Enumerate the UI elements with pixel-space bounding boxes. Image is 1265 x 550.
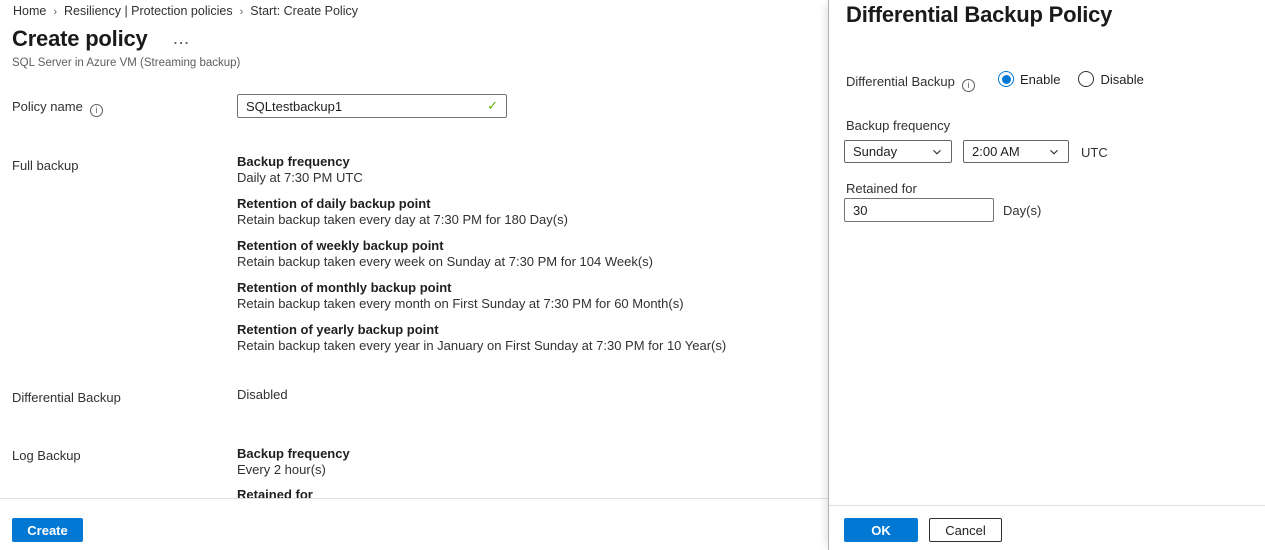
- time-value: 2:00 AM: [972, 144, 1020, 159]
- differential-backup-value: Disabled: [237, 387, 288, 402]
- enable-radio[interactable]: Enable: [998, 71, 1060, 87]
- retained-for-field: [844, 198, 994, 222]
- log-backup-frequency-heading: Backup frequency: [237, 446, 350, 461]
- differential-backup-toggle-label: Differential Backup i: [846, 74, 975, 92]
- policy-name-label-text: Policy name: [12, 99, 83, 114]
- breadcrumb-home[interactable]: Home: [13, 4, 47, 18]
- day-of-week-dropdown[interactable]: Sunday: [844, 140, 952, 163]
- breadcrumb-protection-policies[interactable]: Resiliency | Protection policies: [64, 4, 233, 18]
- section-heading: Backup frequency: [237, 154, 350, 169]
- section-heading: Retention of weekly backup point: [237, 238, 444, 253]
- differential-backup-label: Differential Backup: [12, 390, 121, 405]
- policy-name-field: ✓: [237, 94, 507, 118]
- full-backup-label: Full backup: [12, 158, 79, 173]
- section-heading: Retention of monthly backup point: [237, 280, 452, 295]
- chevron-down-icon: [1048, 146, 1060, 158]
- full-backup-frequency-section: Backup frequency Daily at 7:30 PM UTC: [237, 153, 817, 186]
- section-text: Daily at 7:30 PM UTC: [237, 170, 363, 185]
- disable-radio-label: Disable: [1100, 71, 1144, 87]
- weekly-retention-section: Retention of weekly backup point Retain …: [237, 237, 817, 270]
- timezone-label: UTC: [1081, 145, 1108, 160]
- log-backup-retained-heading: Retained for: [237, 487, 313, 498]
- time-dropdown[interactable]: 2:00 AM: [963, 140, 1069, 163]
- policy-name-input[interactable]: [238, 95, 488, 117]
- breadcrumb: Home › Resiliency | Protection policies › St…: [13, 4, 358, 18]
- chevron-down-icon: [931, 146, 943, 158]
- day-of-week-value: Sunday: [853, 144, 898, 159]
- info-icon[interactable]: i: [961, 79, 975, 92]
- differential-backup-radio-group: Enable Disable: [998, 71, 1144, 87]
- breadcrumb-current: Start: Create Policy: [250, 4, 358, 18]
- breadcrumb-separator: ›: [53, 6, 58, 18]
- radio-unselected-icon: [1078, 71, 1095, 87]
- section-heading: Retention of yearly backup point: [237, 322, 439, 337]
- yearly-retention-section: Retention of yearly backup point Retain …: [237, 321, 817, 354]
- differential-backup-toggle-label-text: Differential Backup: [846, 74, 955, 89]
- enable-radio-label: Enable: [1020, 71, 1061, 87]
- section-text: Retain backup taken every year in Januar…: [237, 338, 727, 353]
- disable-radio[interactable]: Disable: [1078, 71, 1144, 87]
- radio-selected-icon: [998, 71, 1014, 87]
- log-backup-frequency-text: Every 2 hour(s): [237, 462, 326, 477]
- create-policy-blade: Home › Resiliency | Protection policies › St…: [0, 4, 828, 550]
- create-button[interactable]: Create: [12, 518, 83, 542]
- retained-for-input[interactable]: [845, 199, 993, 221]
- breadcrumb-separator: ›: [239, 6, 244, 18]
- policy-name-label: Policy name i: [12, 99, 103, 117]
- retained-unit-label: Day(s): [1003, 203, 1042, 218]
- create-policy-content: Home › Resiliency | Protection policies › St…: [12, 4, 817, 498]
- full-backup-summary: Backup frequency Daily at 7:30 PM UTC Re…: [237, 153, 817, 363]
- backup-frequency-label: Backup frequency: [846, 118, 951, 133]
- section-text: Retain backup taken every week on Sunday…: [237, 254, 653, 269]
- page-subtitle: SQL Server in Azure VM (Streaming backup…: [12, 57, 241, 69]
- section-text: Retain backup taken every day at 7:30 PM…: [237, 212, 568, 227]
- page-title-row: Create policy ...: [12, 26, 190, 52]
- create-policy-footer: Create: [0, 498, 828, 550]
- retained-for-label: Retained for: [846, 181, 917, 196]
- context-menu-ellipsis-icon[interactable]: ...: [173, 32, 191, 47]
- ok-button[interactable]: OK: [844, 518, 918, 542]
- info-icon[interactable]: i: [89, 104, 103, 117]
- section-text: Retain backup taken every month on First…: [237, 296, 684, 311]
- monthly-retention-section: Retention of monthly backup point Retain…: [237, 279, 817, 312]
- log-backup-label: Log Backup: [12, 448, 81, 463]
- page-title: Create policy: [12, 26, 148, 51]
- daily-retention-section: Retention of daily backup point Retain b…: [237, 195, 817, 228]
- cancel-button[interactable]: Cancel: [929, 518, 1002, 542]
- panel-title: Differential Backup Policy: [846, 2, 1113, 27]
- valid-checkmark-icon: ✓: [487, 98, 498, 113]
- section-heading: Retention of daily backup point: [237, 196, 431, 211]
- panel-footer: OK Cancel: [829, 505, 1265, 550]
- differential-backup-policy-panel: Differential Backup Policy Differential …: [828, 0, 1265, 550]
